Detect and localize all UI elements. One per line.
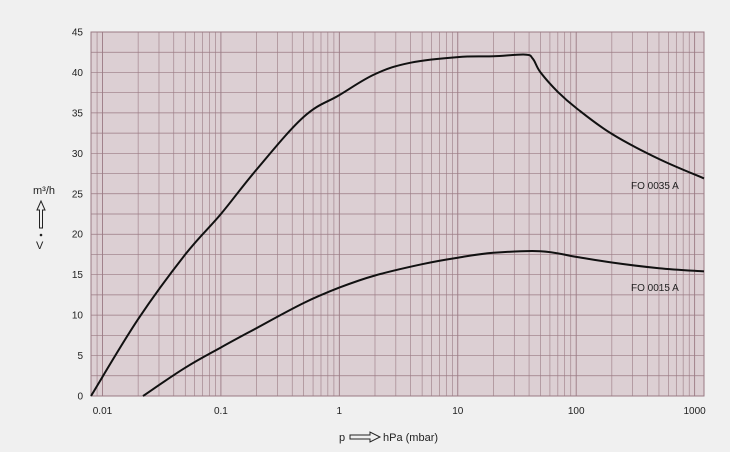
y-tick-label: 45 — [72, 28, 84, 39]
plot-border — [90, 31, 705, 397]
y-tick-label: 30 — [72, 149, 84, 160]
x-tick-label: 10 — [452, 406, 464, 417]
series-lines — [90, 53, 705, 397]
y-tick-label: 5 — [77, 351, 83, 362]
series-label: FO 0015 A — [631, 283, 679, 294]
y-tick-label: 40 — [72, 68, 84, 79]
series-labels: FO 0035 A FO 0015 A — [631, 181, 679, 294]
series-label: FO 0035 A — [631, 181, 679, 192]
x-tick-labels: 0.01 0.1 1 10 100 1000 — [93, 406, 706, 417]
y-tick-label: 20 — [72, 230, 84, 241]
series-line-2 — [142, 250, 705, 397]
x-tick-label: 100 — [568, 406, 585, 417]
y-tick-label: 0 — [77, 392, 83, 403]
plot-frame — [90, 31, 705, 397]
y-tick-label: 10 — [72, 311, 84, 322]
x-axis-unit-label: hPa (mbar) — [383, 432, 438, 444]
y-axis-symbol-label: V — [36, 240, 44, 252]
series-line-1 — [90, 53, 705, 397]
x-axis-p-label: p — [339, 432, 345, 444]
y-tick-label: 15 — [72, 270, 84, 281]
grid — [90, 31, 704, 397]
y-tick-label: 25 — [72, 189, 84, 200]
x-tick-label: 1 — [337, 406, 343, 417]
x-tick-label: 0.01 — [93, 406, 113, 417]
y-axis-unit-label: m³/h — [33, 185, 55, 197]
x-tick-label: 1000 — [683, 406, 706, 417]
x-tick-label: 0.1 — [214, 406, 228, 417]
v-dot-icon — [39, 233, 43, 237]
x-axis-right-arrow-icon — [349, 431, 382, 443]
y-tick-labels: 0 5 10 15 20 25 30 35 40 45 — [72, 28, 84, 403]
y-tick-label: 35 — [72, 108, 84, 119]
y-axis-up-arrow-icon — [36, 199, 46, 229]
